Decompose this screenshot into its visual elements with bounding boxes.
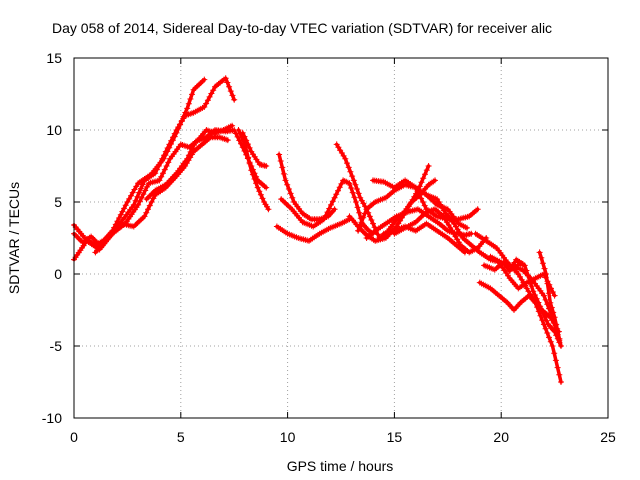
x-tick-label: 25 [600,429,616,445]
y-tick-label: 0 [54,266,62,282]
series-trace-9 [278,177,376,237]
series-line [72,76,236,247]
x-axis-title: GPS time / hours [287,458,394,474]
y-tick-label: -10 [42,410,62,426]
series-trace-4 [92,134,231,256]
series-trace-2 [71,75,238,249]
data-series [71,75,564,385]
x-tick-label: 20 [493,429,509,445]
plus-markers [536,249,564,349]
x-tick-label: 0 [70,429,78,445]
plus-markers [71,75,238,249]
series-line [347,164,431,243]
plus-markers [476,279,564,349]
series-trace-17 [391,206,490,256]
plot-frame [73,57,609,419]
plus-markers [278,177,376,237]
plus-markers [143,127,270,203]
y-tick-label: -5 [50,338,63,354]
series-trace-10 [273,216,353,244]
x-tick-labels: 0 5 10 15 20 25 [70,429,616,445]
grid [74,58,608,418]
plus-markers [273,216,353,244]
y-axis-title: SDTVAR / TECUs [6,182,22,294]
plus-markers [239,129,270,169]
x-tick-label: 15 [387,429,403,445]
y-tick-labels: -10 -5 0 5 10 15 [42,50,62,426]
axis-ticks [73,57,609,419]
plus-markers [92,134,231,256]
y-tick-label: 10 [46,122,62,138]
chart-title: Day 058 of 2014, Sidereal Day-to-day VTE… [52,20,552,36]
series-trace-23 [476,279,564,349]
x-tick-label: 10 [280,429,296,445]
y-tick-label: 5 [54,194,62,210]
series-trace-7 [239,129,270,169]
x-tick-label: 5 [177,429,185,445]
series-trace-24 [536,249,564,349]
series-line [93,135,230,255]
y-tick-label: 15 [46,50,62,66]
